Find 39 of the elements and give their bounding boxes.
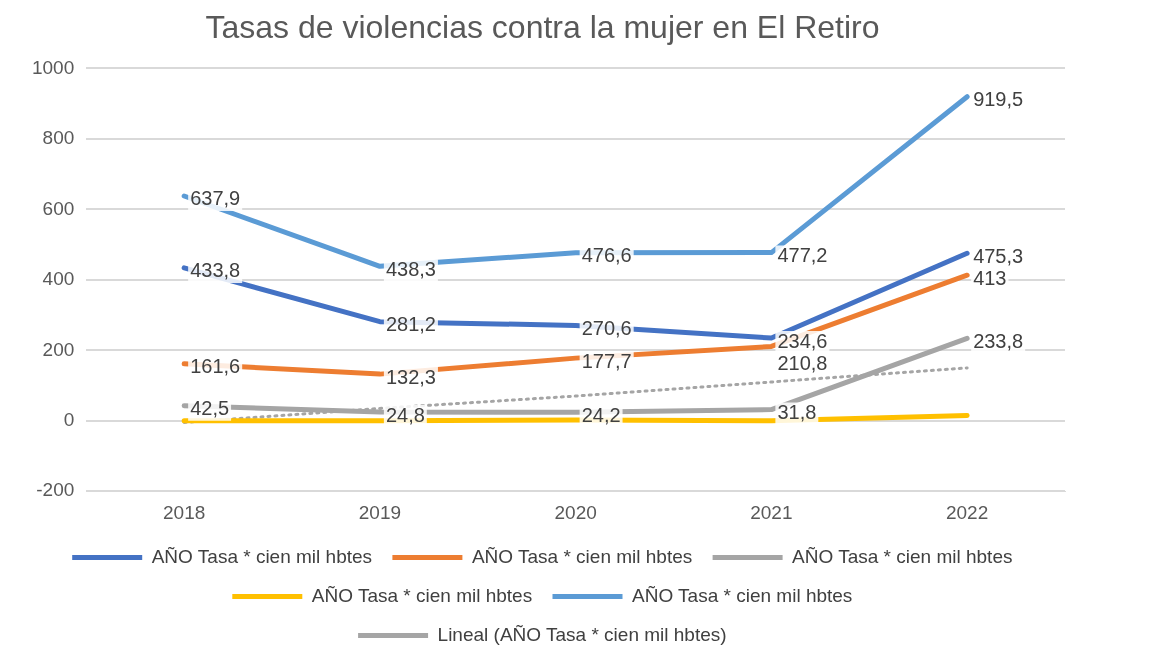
- data-label: 210,8: [777, 351, 828, 374]
- chart-title: Tasas de violencias contra la mujer en El Retiro: [205, 9, 880, 46]
- x-tick-label: 2019: [358, 501, 402, 523]
- legend-label: AÑO Tasa * cien mil hbtes: [471, 545, 693, 567]
- data-label: 42,5: [190, 397, 230, 420]
- data-label: 161,6: [190, 355, 241, 378]
- data-label: 637,9: [190, 187, 241, 210]
- data-label: 475,3: [973, 244, 1024, 267]
- data-label: 31,8: [777, 401, 817, 424]
- data-label: 270,6: [581, 316, 632, 339]
- data-label: 132,3: [385, 365, 436, 388]
- data-label: 476,6: [581, 244, 632, 267]
- data-label: 24,8: [385, 403, 425, 426]
- y-tick-label: 0: [63, 408, 75, 430]
- data-label: 177,7: [581, 349, 632, 372]
- legend-label: AÑO Tasa * cien mil hbtes: [792, 545, 1013, 567]
- x-tick-label: 2021: [750, 501, 793, 523]
- data-label: 233,8: [973, 329, 1024, 352]
- x-tick-label: 2020: [554, 501, 597, 523]
- data-label: 234,6: [777, 329, 828, 352]
- data-label: 413: [973, 266, 1007, 289]
- y-tick-label: 600: [42, 197, 75, 219]
- data-label: 281,2: [385, 313, 436, 336]
- x-tick-label: 2022: [945, 501, 989, 523]
- data-label: 438,3: [385, 257, 436, 280]
- legend-label: AÑO Tasa * cien mil hbtes: [311, 584, 533, 606]
- data-label: 919,5: [973, 88, 1024, 111]
- data-label: 477,2: [777, 244, 828, 267]
- y-tick-label: 1000: [31, 56, 75, 78]
- legend-label: AÑO Tasa * cien mil hbtes: [632, 584, 853, 606]
- y-tick-label: 400: [42, 268, 75, 290]
- y-tick-label: 800: [42, 127, 75, 149]
- y-tick-label: 200: [42, 338, 75, 360]
- x-tick-label: 2018: [163, 501, 206, 523]
- legend-label: Lineal (AÑO Tasa * cien mil hbtes): [437, 623, 727, 645]
- data-label: 24,2: [581, 403, 621, 426]
- y-tick-label: -200: [36, 479, 75, 501]
- legend-label: AÑO Tasa * cien mil hbtes: [151, 545, 373, 567]
- data-label: 433,8: [190, 259, 241, 282]
